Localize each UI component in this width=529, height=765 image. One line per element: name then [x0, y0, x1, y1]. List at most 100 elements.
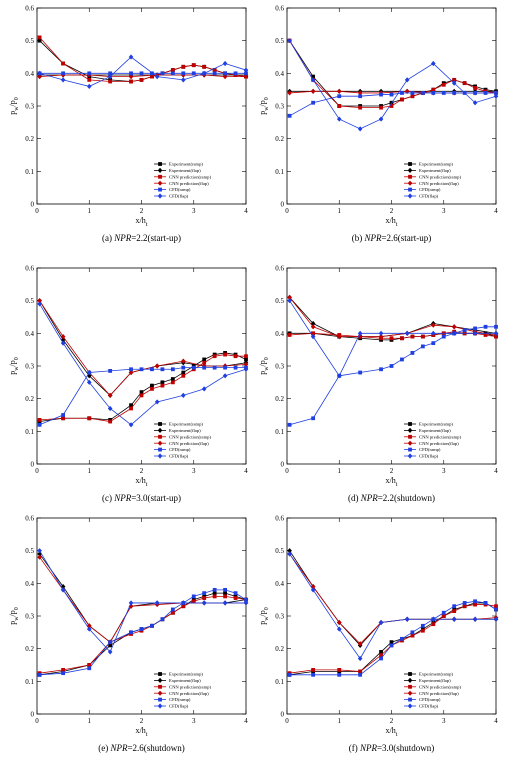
marker: [37, 301, 42, 307]
series-line: [289, 326, 496, 426]
marker: [358, 105, 363, 110]
marker: [389, 104, 394, 108]
marker: [157, 703, 163, 709]
marker: [431, 322, 436, 328]
marker: [243, 361, 249, 367]
y-tick-label: 0.5: [25, 297, 34, 305]
marker: [473, 326, 477, 331]
marker: [87, 416, 92, 421]
marker: [452, 91, 457, 95]
legend-label: CFD(flap): [169, 194, 189, 199]
x-tick-label: 3: [192, 207, 196, 215]
marker: [37, 554, 42, 560]
y-axis-label: pw/p0: [8, 357, 20, 375]
subscript: w: [14, 616, 20, 621]
y-axis-label: pw/p0: [8, 607, 20, 625]
marker: [493, 93, 499, 99]
marker: [139, 393, 144, 398]
label-part: p: [258, 111, 267, 115]
y-tick-label: 0: [31, 711, 35, 719]
marker: [170, 380, 175, 385]
marker: [336, 334, 342, 340]
marker: [410, 633, 415, 638]
marker: [473, 599, 477, 604]
marker: [139, 71, 144, 76]
marker: [160, 617, 165, 622]
x-tick-label: 2: [140, 467, 144, 475]
marker: [287, 38, 292, 44]
marker: [202, 596, 207, 600]
x-tick-label: 1: [338, 207, 342, 215]
marker: [202, 64, 207, 69]
marker: [400, 91, 404, 95]
marker: [37, 551, 42, 557]
marker: [404, 616, 410, 622]
marker: [157, 453, 163, 459]
legend-label: Experiment(ramp): [419, 422, 453, 427]
marker: [389, 643, 394, 648]
marker: [451, 80, 457, 86]
marker: [128, 422, 134, 428]
marker: [37, 70, 42, 76]
x-axis-label: x/ht: [136, 216, 148, 228]
marker: [212, 591, 217, 596]
marker: [378, 116, 384, 122]
marker: [181, 358, 186, 364]
y-tick-label: 0.2: [25, 135, 34, 143]
x-axis-label: x/ht: [136, 476, 148, 488]
label-part: /p: [8, 360, 17, 366]
marker: [337, 668, 342, 672]
legend-label: CNN prediction(ramp): [169, 684, 211, 689]
x-axis-label: x/ht: [386, 726, 398, 738]
marker: [139, 390, 144, 395]
subscript: t: [146, 732, 148, 738]
marker: [170, 71, 175, 76]
y-tick-label: 0.1: [25, 678, 34, 686]
marker: [212, 354, 217, 359]
marker: [493, 616, 499, 622]
series-line: [39, 56, 247, 87]
label-part: (e): [98, 743, 110, 753]
series-line: [39, 589, 247, 676]
marker: [287, 298, 292, 304]
subscript: 0: [264, 97, 270, 100]
marker: [222, 373, 228, 379]
legend-label: CNN prediction(flap): [419, 181, 459, 186]
marker: [37, 548, 42, 554]
label-part: =3.0(start-up): [131, 493, 181, 503]
plot-frame: [36, 7, 247, 205]
marker: [181, 604, 186, 609]
marker: [87, 370, 92, 375]
marker: [244, 354, 248, 359]
marker: [407, 167, 413, 173]
y-tick-label: 0.1: [275, 678, 284, 686]
y-tick-label: 0.6: [275, 265, 284, 273]
marker: [378, 330, 384, 336]
x-axis-label: x/ht: [386, 476, 398, 488]
marker: [407, 193, 413, 199]
marker: [357, 330, 363, 336]
series-line: [39, 354, 246, 422]
legend-label: CNN prediction(flap): [169, 181, 209, 186]
marker: [431, 60, 436, 67]
marker: [462, 81, 467, 86]
x-tick-label: 3: [442, 717, 446, 725]
marker: [212, 594, 217, 599]
marker: [212, 365, 217, 370]
x-tick-label: 2: [140, 207, 144, 215]
series-line: [39, 300, 247, 396]
y-axis-label: pw/p0: [8, 97, 20, 115]
subscript: t: [396, 482, 398, 488]
marker: [400, 336, 404, 341]
legend-label: CNN prediction(flap): [419, 441, 459, 446]
marker: [150, 386, 154, 391]
marker: [128, 603, 134, 609]
marker: [108, 640, 113, 645]
marker: [201, 600, 207, 606]
marker: [451, 616, 457, 622]
marker: [60, 337, 66, 343]
marker: [243, 366, 249, 372]
